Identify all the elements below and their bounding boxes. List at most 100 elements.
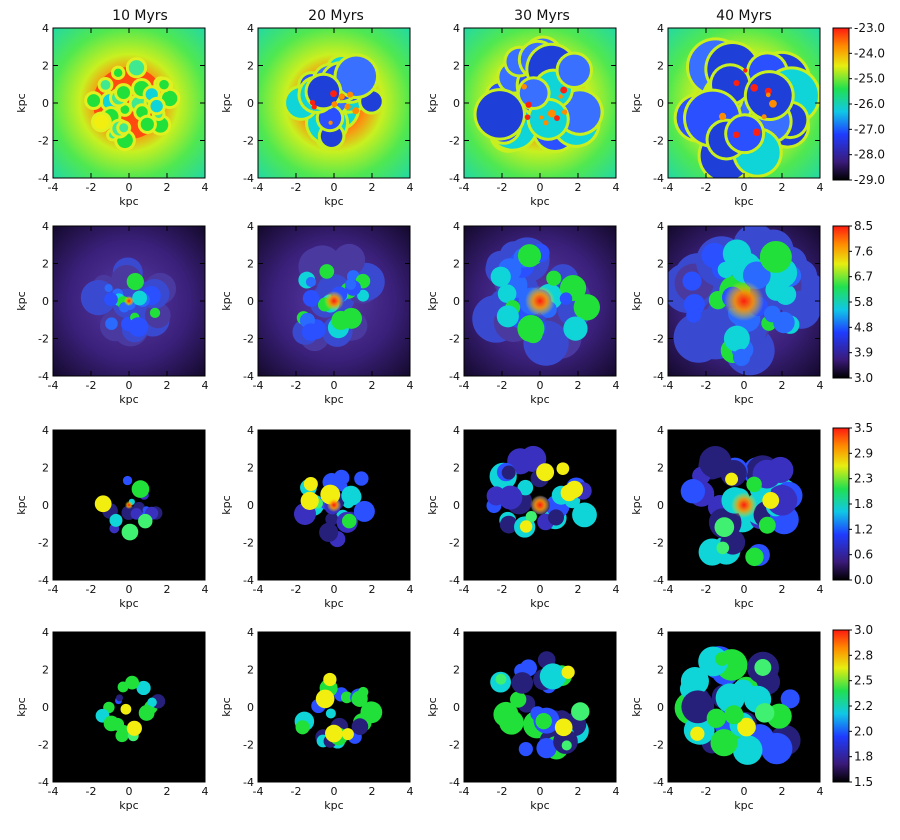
bubble	[759, 240, 792, 273]
column-title-4: 40 Myrs	[716, 8, 772, 24]
x-tick-label: 0	[331, 379, 338, 392]
bubble	[315, 689, 335, 709]
bubble	[758, 516, 776, 534]
bubble	[536, 737, 557, 759]
bubble	[341, 513, 357, 529]
bubble	[295, 720, 310, 735]
x-tick-label: -4	[459, 583, 470, 596]
bubble	[723, 325, 750, 352]
x-tick-label: -2	[701, 583, 712, 596]
colorbar-label: -29.0	[854, 173, 885, 187]
bubble	[325, 512, 339, 526]
map-panel-r1-c3: -4-4 -2 -2 0 0 2 2 4 4 kpc kpc	[426, 22, 620, 208]
y-axis-label: kpc	[15, 697, 28, 716]
x-tick-label: 0	[537, 181, 544, 194]
bubble	[690, 726, 705, 741]
y-tick-label: -4	[653, 172, 664, 185]
bubble	[682, 271, 702, 291]
y-tick-label: -4	[243, 370, 254, 383]
bubble	[104, 292, 118, 307]
bubble	[140, 117, 154, 131]
y-tick-label: 4	[42, 424, 49, 437]
map-panel-r2-c3: -4-4 -2 -2 0 0 2 2 4 4 kpc kpc	[426, 220, 620, 406]
bubble	[517, 244, 542, 268]
bubble	[138, 705, 155, 721]
colorbar-label: 8.5	[854, 219, 873, 233]
bubble	[105, 317, 118, 331]
bubble	[699, 445, 732, 479]
y-tick-label: 4	[247, 22, 254, 35]
x-tick-label: 4	[613, 181, 620, 194]
y-tick-label: -4	[243, 776, 254, 789]
y-axis-label: kpc	[426, 93, 439, 112]
bubble	[302, 289, 320, 307]
bubble	[120, 703, 132, 715]
y-tick-label: -2	[653, 739, 664, 752]
map-panel-r3-c3: -4-4 -2 -2 0 0 2 2 4 4 kpc kpc	[426, 424, 620, 610]
bubble	[347, 91, 354, 98]
colorbar-label: 2.5	[854, 674, 873, 688]
bubble	[535, 712, 552, 730]
x-axis-label: kpc	[119, 597, 138, 610]
x-axis-label: kpc	[324, 597, 343, 610]
bubble	[750, 83, 759, 92]
bubble	[519, 79, 548, 108]
bubble	[87, 94, 101, 108]
bubble	[309, 99, 316, 106]
y-tick-label: 0	[453, 97, 460, 110]
y-tick-label: -4	[449, 776, 460, 789]
x-tick-label: -2	[701, 181, 712, 194]
bubble	[680, 479, 706, 504]
y-axis-label: kpc	[630, 291, 643, 310]
bubble	[104, 284, 113, 293]
bubble	[509, 691, 527, 708]
x-tick-label: 4	[202, 181, 209, 194]
y-tick-label: -2	[38, 537, 49, 550]
colorbar-label: 3.0	[854, 623, 873, 637]
bubble	[706, 708, 727, 728]
colorbar-label: -28.0	[854, 148, 885, 162]
bubble	[351, 718, 369, 735]
bubble	[94, 495, 112, 513]
bubble	[558, 94, 563, 99]
y-tick-label: 4	[247, 626, 254, 639]
y-tick-label: 4	[453, 424, 460, 437]
x-tick-label: -4	[459, 181, 470, 194]
bubble	[128, 60, 145, 76]
bubble	[686, 307, 702, 323]
bubble	[681, 690, 715, 724]
bubble	[573, 294, 600, 321]
y-tick-label: 2	[247, 258, 254, 271]
bubble	[561, 665, 575, 679]
y-tick-label: 0	[42, 295, 49, 308]
bubble	[524, 324, 543, 344]
bubble	[159, 79, 169, 90]
x-tick-label: 2	[369, 379, 376, 392]
x-tick-label: 4	[613, 785, 620, 798]
x-tick-label: 2	[575, 583, 582, 596]
x-tick-label: 0	[537, 785, 544, 798]
bubble	[113, 68, 123, 78]
bubble	[764, 87, 772, 95]
bubble	[100, 79, 111, 90]
y-tick-label: 0	[657, 295, 664, 308]
y-axis-label: kpc	[630, 495, 643, 514]
bubble	[331, 101, 338, 108]
x-tick-label: -4	[48, 583, 59, 596]
y-tick-label: -2	[449, 739, 460, 752]
x-tick-label: 0	[331, 181, 338, 194]
y-tick-label: -2	[243, 537, 254, 550]
bubble	[746, 476, 762, 493]
y-axis-label: kpc	[426, 291, 439, 310]
x-tick-label: -2	[497, 379, 508, 392]
y-tick-label: 2	[247, 462, 254, 475]
x-tick-label: -2	[497, 583, 508, 596]
x-tick-label: -4	[48, 785, 59, 798]
column-title-2: 20 Myrs	[308, 8, 364, 24]
column-title-3: 30 Myrs	[514, 8, 570, 24]
x-tick-label: 4	[817, 583, 824, 596]
y-tick-label: -4	[243, 574, 254, 587]
bubble	[319, 522, 339, 542]
x-tick-label: -2	[497, 181, 508, 194]
bubble	[126, 720, 142, 736]
